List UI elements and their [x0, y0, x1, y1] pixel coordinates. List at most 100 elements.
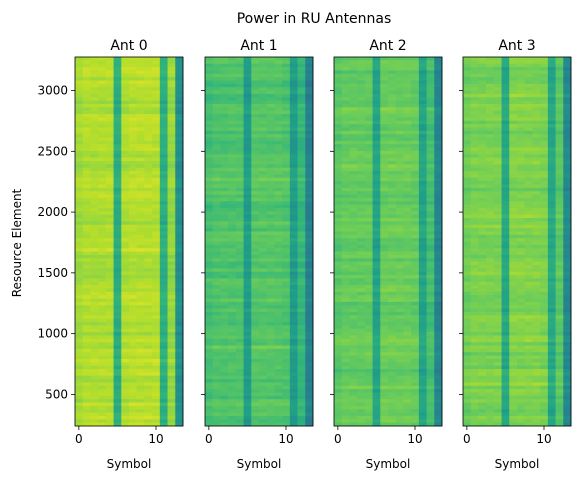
heatmap-cell	[471, 349, 479, 353]
heatmap-cell	[168, 376, 176, 380]
heatmap-cell	[349, 292, 357, 296]
heatmap-cell	[175, 369, 183, 373]
heatmap-cell	[478, 225, 486, 229]
heatmap-cell	[98, 362, 106, 366]
heatmap-cell	[137, 325, 145, 329]
heatmap-cell	[427, 335, 435, 339]
heatmap-cell	[259, 74, 267, 78]
heatmap-cell	[388, 262, 396, 266]
heatmap-cell	[419, 64, 427, 68]
heatmap-cell	[75, 332, 83, 336]
heatmap-cell	[220, 168, 228, 172]
heatmap-cell	[144, 352, 152, 356]
heatmap-cell	[282, 242, 290, 246]
heatmap-cell	[90, 191, 98, 195]
heatmap-cell	[137, 138, 145, 142]
heatmap-cell	[98, 91, 106, 95]
heatmap-cell	[396, 221, 404, 225]
heatmap-cell	[152, 285, 160, 289]
heatmap-cell	[205, 225, 213, 229]
heatmap-cell	[434, 309, 442, 313]
heatmap-cell	[305, 282, 313, 286]
heatmap-cell	[357, 104, 365, 108]
heatmap-cell	[244, 413, 252, 417]
heatmap-cell	[213, 275, 221, 279]
heatmap-cell	[244, 252, 252, 256]
heatmap-cell	[236, 221, 244, 225]
heatmap-cell	[396, 285, 404, 289]
heatmap-cell	[168, 124, 176, 128]
heatmap-cell	[152, 255, 160, 259]
heatmap-cell	[160, 413, 168, 417]
heatmap-cell	[244, 107, 252, 111]
heatmap-cell	[144, 356, 152, 360]
heatmap-cell	[137, 158, 145, 162]
heatmap-cell	[471, 188, 479, 192]
heatmap-cell	[403, 305, 411, 309]
heatmap-cell	[427, 329, 435, 333]
heatmap-cell	[388, 111, 396, 115]
heatmap-cell	[259, 64, 267, 68]
heatmap-cell	[290, 151, 298, 155]
heatmap-cell	[205, 221, 213, 225]
heatmap-cell	[175, 312, 183, 316]
heatmap-cell	[334, 57, 342, 61]
heatmap-cell	[403, 211, 411, 215]
heatmap-cell	[175, 57, 183, 61]
heatmap-cell	[90, 80, 98, 84]
heatmap-cell	[244, 352, 252, 356]
heatmap-cell	[478, 215, 486, 219]
heatmap-cell	[434, 248, 442, 252]
heatmap-cell	[220, 195, 228, 199]
heatmap-cell	[396, 218, 404, 222]
heatmap-cell	[98, 138, 106, 142]
heatmap-cell	[478, 352, 486, 356]
heatmap-cell	[388, 215, 396, 219]
heatmap-cell	[236, 57, 244, 61]
heatmap-cell	[90, 198, 98, 202]
heatmap-cell	[419, 154, 427, 158]
heatmap-cell	[471, 258, 479, 262]
heatmap-cell	[274, 406, 282, 410]
heatmap-cell	[463, 154, 471, 158]
heatmap-cell	[357, 178, 365, 182]
heatmap-cell	[267, 154, 275, 158]
heatmap-cell	[129, 356, 137, 360]
heatmap-cell	[342, 255, 350, 259]
heatmap-cell	[342, 372, 350, 376]
heatmap-cell	[106, 248, 114, 252]
heatmap-cell	[90, 238, 98, 242]
heatmap-cell	[471, 295, 479, 299]
heatmap-cell	[228, 372, 236, 376]
heatmap-cell	[274, 164, 282, 168]
heatmap-cell	[114, 362, 122, 366]
heatmap-cell	[282, 161, 290, 165]
heatmap-cell	[236, 107, 244, 111]
heatmap-cell	[213, 74, 221, 78]
heatmap-cell	[298, 285, 306, 289]
heatmap-cell	[427, 218, 435, 222]
heatmap-cell	[380, 282, 388, 286]
heatmap-cell	[403, 188, 411, 192]
heatmap-cell	[298, 124, 306, 128]
heatmap-cell	[290, 80, 298, 84]
heatmap-cell	[373, 288, 381, 292]
heatmap-cell	[205, 268, 213, 272]
heatmap-cell	[274, 151, 282, 155]
heatmap-cell	[419, 215, 427, 219]
heatmap-cell	[251, 107, 259, 111]
heatmap-cell	[213, 335, 221, 339]
heatmap-cell	[259, 107, 267, 111]
heatmap-cell	[349, 288, 357, 292]
heatmap-cell	[471, 164, 479, 168]
heatmap-cell	[98, 335, 106, 339]
heatmap-cell	[357, 369, 365, 373]
heatmap-cell	[305, 339, 313, 343]
heatmap-cell	[349, 117, 357, 121]
heatmap-cell	[419, 228, 427, 232]
heatmap-cell	[152, 278, 160, 282]
heatmap-cell	[213, 171, 221, 175]
heatmap-cell	[152, 60, 160, 64]
heatmap-cell	[121, 101, 129, 105]
heatmap-cell	[463, 70, 471, 74]
